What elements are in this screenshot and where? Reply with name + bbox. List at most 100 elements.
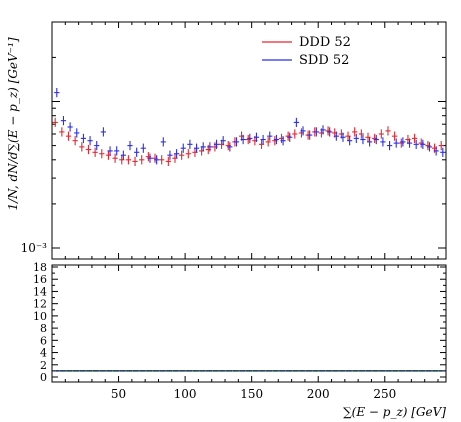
- data-point: [99, 149, 105, 159]
- data-point: [65, 131, 72, 141]
- data-point: [165, 156, 171, 167]
- ratio-y-tick-label: 12: [33, 298, 47, 311]
- main-panel-frame: [51, 21, 447, 260]
- data-point: [112, 153, 118, 163]
- data-point: [366, 137, 373, 147]
- data-point: [358, 129, 364, 139]
- x-axis-title: ∑(E − p_z) [GeV]: [343, 405, 446, 419]
- data-point: [127, 140, 133, 151]
- data-point: [380, 137, 386, 147]
- data-point: [207, 142, 213, 152]
- x-tick-label: 250: [373, 387, 396, 401]
- data-point: [340, 132, 346, 142]
- y-tick-label-1e-3: 10⁻³: [21, 241, 48, 255]
- main-axis-ticks: [51, 22, 446, 259]
- x-tick-label: 150: [240, 387, 263, 401]
- data-point: [360, 134, 366, 145]
- x-tick-label: 200: [307, 387, 330, 401]
- data-point: [373, 134, 379, 145]
- data-point: [240, 134, 246, 145]
- data-point: [72, 136, 78, 146]
- data-point: [413, 139, 419, 149]
- data-point: [85, 144, 92, 155]
- data-point: [353, 133, 359, 144]
- data-point: [293, 117, 299, 128]
- ratio-y-tick-label: 10: [33, 310, 47, 323]
- data-point: [253, 132, 260, 142]
- ratio-y-tick-label: 18: [33, 261, 47, 274]
- data-point: [134, 147, 140, 157]
- data-point: [273, 134, 280, 145]
- data-point: [292, 129, 298, 139]
- data-point: [159, 155, 165, 165]
- data-point: [406, 138, 413, 148]
- data-point: [94, 140, 100, 151]
- ratio-y-tick-label: 16: [33, 273, 47, 286]
- data-point: [400, 137, 406, 147]
- data-point: [100, 127, 106, 137]
- ratio-panel-frame: [51, 264, 447, 383]
- data-point: [433, 146, 439, 156]
- ratio-y-tick-label: 8: [40, 322, 47, 335]
- data-point: [411, 133, 418, 144]
- data-point: [213, 139, 220, 149]
- ratio-y-tick-label: 0: [40, 371, 47, 384]
- data-point: [173, 149, 180, 159]
- data-point: [267, 131, 273, 141]
- data-point: [300, 126, 306, 136]
- series-layer: [52, 87, 446, 167]
- legend-label-sdd: SDD 52: [299, 53, 349, 68]
- data-point: [220, 136, 226, 146]
- ratio-y-tick-label: 14: [33, 285, 47, 298]
- data-point: [426, 142, 433, 152]
- data-point: [227, 142, 233, 152]
- data-point: [393, 138, 399, 148]
- series-sdd: [54, 87, 446, 165]
- x-tick-labels: 50 100 150 200 250: [111, 387, 396, 401]
- data-point: [179, 150, 185, 160]
- data-point: [147, 153, 153, 163]
- data-point: [352, 127, 358, 137]
- data-point: [125, 155, 132, 165]
- data-point: [287, 132, 293, 142]
- ratio-axis-ticks: [51, 265, 446, 382]
- y-axis-title: 1/N, dN/d∑(E − p_z) [GeV⁻¹]: [6, 37, 20, 210]
- data-point: [258, 139, 265, 149]
- data-point: [74, 128, 80, 138]
- data-point: [185, 149, 191, 159]
- data-point: [139, 155, 145, 165]
- data-point: [140, 143, 146, 153]
- legend: DDD 52 SDD 52: [262, 35, 351, 68]
- data-point: [420, 139, 426, 149]
- data-point: [200, 142, 206, 152]
- data-point: [92, 147, 98, 157]
- data-point: [386, 140, 393, 151]
- data-point: [87, 136, 93, 146]
- data-point: [114, 146, 120, 156]
- data-point: [160, 137, 166, 147]
- data-point: [187, 139, 193, 149]
- data-point: [260, 134, 266, 145]
- data-point: [333, 131, 339, 141]
- data-point: [347, 136, 353, 146]
- data-point: [132, 156, 138, 167]
- series-ddd: [52, 117, 444, 167]
- data-point: [67, 122, 73, 132]
- data-point: [365, 132, 371, 142]
- data-point: [385, 126, 391, 136]
- data-point: [154, 155, 160, 165]
- ratio-y-tick-label: 4: [40, 347, 47, 360]
- data-point: [54, 87, 60, 98]
- data-point: [79, 142, 85, 152]
- data-point: [313, 127, 319, 137]
- ratio-y-tick-label: 6: [40, 334, 47, 347]
- data-point: [120, 150, 126, 160]
- data-point: [193, 143, 200, 153]
- x-tick-label: 50: [111, 387, 126, 401]
- data-point: [307, 130, 313, 140]
- data-point: [265, 137, 271, 147]
- data-point: [233, 137, 240, 147]
- x-tick-label: 100: [174, 387, 197, 401]
